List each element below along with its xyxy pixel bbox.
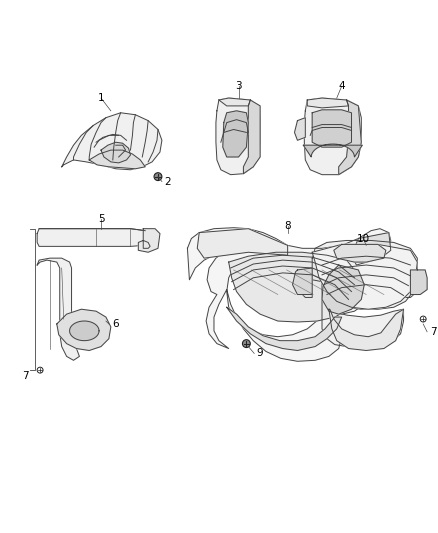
Polygon shape <box>312 245 417 309</box>
Polygon shape <box>216 98 260 175</box>
Polygon shape <box>37 258 79 360</box>
Polygon shape <box>223 111 248 157</box>
Text: 2: 2 <box>165 176 171 187</box>
Polygon shape <box>89 150 145 169</box>
Text: 5: 5 <box>98 214 104 224</box>
Circle shape <box>420 316 426 322</box>
Polygon shape <box>70 321 99 341</box>
Polygon shape <box>334 245 386 262</box>
Polygon shape <box>296 240 420 349</box>
Polygon shape <box>62 113 162 169</box>
Text: 1: 1 <box>98 93 104 103</box>
Polygon shape <box>339 100 361 175</box>
Polygon shape <box>304 144 362 157</box>
Text: 3: 3 <box>235 81 242 91</box>
Polygon shape <box>101 142 131 163</box>
Polygon shape <box>227 307 342 351</box>
Polygon shape <box>329 309 403 351</box>
Polygon shape <box>312 110 351 147</box>
Circle shape <box>243 340 250 348</box>
Polygon shape <box>244 100 260 174</box>
Text: 8: 8 <box>284 221 291 231</box>
Polygon shape <box>294 118 305 140</box>
Polygon shape <box>293 268 312 295</box>
Polygon shape <box>197 229 288 258</box>
Polygon shape <box>410 270 427 295</box>
Polygon shape <box>219 98 250 106</box>
Polygon shape <box>187 228 391 361</box>
Polygon shape <box>351 232 391 265</box>
Polygon shape <box>304 98 361 175</box>
Polygon shape <box>138 229 160 252</box>
Polygon shape <box>37 229 148 246</box>
Polygon shape <box>57 309 111 351</box>
Circle shape <box>37 367 43 373</box>
Text: 7: 7 <box>22 371 28 381</box>
Text: 4: 4 <box>338 81 345 91</box>
Text: 6: 6 <box>113 319 119 329</box>
Polygon shape <box>229 252 358 322</box>
Text: 10: 10 <box>357 233 370 244</box>
Circle shape <box>154 173 162 181</box>
Polygon shape <box>322 265 364 314</box>
Text: 9: 9 <box>257 349 263 358</box>
Polygon shape <box>307 98 349 108</box>
Text: 7: 7 <box>430 327 436 337</box>
